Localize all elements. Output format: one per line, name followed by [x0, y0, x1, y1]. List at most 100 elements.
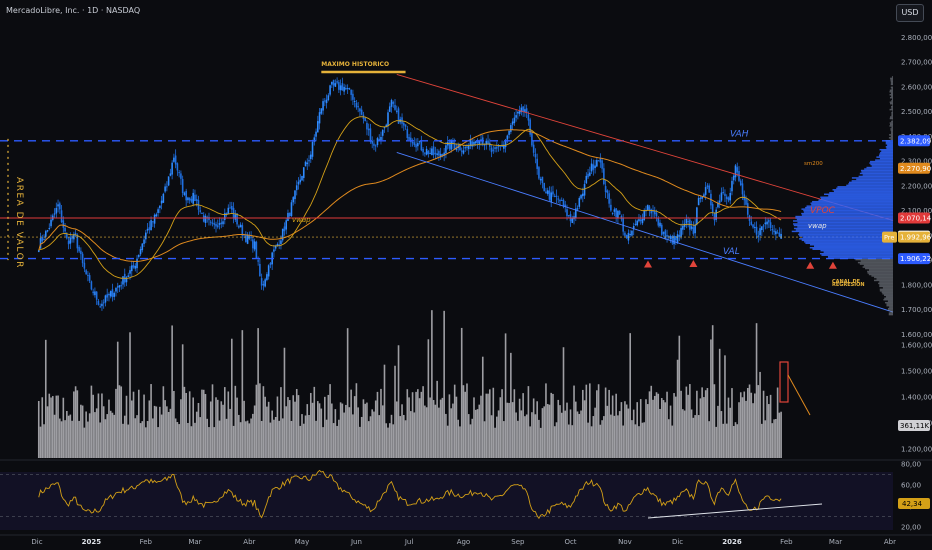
volume-bar [601, 420, 603, 458]
currency-button[interactable]: USD [896, 4, 924, 22]
volume-bar [748, 384, 751, 458]
candle-body [546, 190, 549, 194]
volume-bar [183, 386, 186, 458]
candle-body [420, 141, 423, 151]
candle-body [559, 200, 561, 202]
volume-bar [145, 427, 147, 458]
profile-bar [885, 141, 893, 144]
volume-bar [404, 420, 407, 458]
candle-body [496, 147, 498, 149]
volume-bar [622, 425, 624, 458]
volume-bar [352, 414, 354, 458]
profile-bar [867, 270, 893, 273]
candle-body [152, 221, 154, 223]
candle-body [534, 153, 537, 158]
candle-body [597, 160, 600, 162]
candle-body [87, 275, 89, 277]
candle-body [176, 163, 179, 171]
volume-bar [180, 399, 182, 458]
volume-bar [136, 415, 138, 458]
candle-body [562, 199, 565, 207]
profile-bar [891, 92, 893, 95]
volume-bar [427, 339, 430, 458]
volume-bar [610, 414, 612, 458]
candle-body [608, 193, 610, 204]
profile-bar [891, 99, 893, 102]
volume-bar [57, 395, 59, 458]
volume-bar [689, 384, 691, 458]
profile-bar [891, 95, 893, 97]
candle-body [427, 151, 430, 155]
volume-bar [157, 427, 159, 458]
volume-bar [374, 400, 377, 458]
price-tick-label: 1.700,00 [901, 306, 932, 314]
candle-body [185, 190, 187, 201]
candle-body [634, 223, 637, 225]
candle-body [571, 217, 574, 223]
volume-bar [204, 394, 207, 458]
volume-bar [710, 339, 712, 458]
volume-bar [525, 414, 528, 458]
volume-trend-arrow [787, 374, 811, 416]
candle-body [525, 108, 528, 113]
volume-bar [438, 407, 440, 458]
candle-body [115, 287, 117, 292]
candle-body [155, 214, 158, 217]
volume-bar [259, 383, 261, 458]
volume-bar [687, 394, 689, 458]
profile-bar [884, 301, 893, 304]
volume-bar [234, 385, 237, 458]
candle-body [88, 275, 91, 281]
volume-bar [197, 402, 200, 458]
volume-bar [683, 410, 686, 458]
volume-bar [173, 390, 175, 458]
x-tick-label: Mar [188, 538, 201, 546]
volume-bar [378, 415, 381, 458]
candle-body [759, 228, 761, 236]
volume-bar [299, 425, 302, 458]
candle-body [734, 165, 737, 178]
candle-body [671, 236, 674, 244]
profile-bar [802, 236, 893, 239]
profile-bar [880, 151, 893, 154]
volume-bar [590, 426, 593, 458]
symbol-title[interactable]: MercadoLibre, Inc. · 1D · NASDAQ [6, 6, 141, 15]
volume-bar [483, 421, 486, 458]
candle-body [317, 121, 319, 133]
profile-bar [855, 258, 893, 261]
candle-body [213, 223, 216, 225]
profile-bar [797, 221, 893, 224]
profile-bar [862, 174, 893, 176]
candle-body [178, 172, 180, 174]
volume-bar [732, 425, 735, 458]
candle-body [717, 202, 719, 208]
candle-body [171, 162, 173, 175]
candle-body [297, 181, 300, 185]
candle-body [478, 141, 481, 145]
candle-body [750, 221, 753, 225]
volume-bar [152, 418, 154, 458]
candle-body [448, 142, 451, 149]
premarket-label: Pre [884, 234, 894, 242]
candle-body [116, 286, 119, 288]
profile-bar [818, 199, 893, 201]
volume-bar [376, 391, 379, 458]
volume-bar [543, 406, 545, 458]
volume-bar [341, 403, 344, 458]
candle-body [381, 129, 384, 136]
candle-body [311, 142, 314, 157]
volume-bar [743, 391, 746, 458]
candle-body [492, 149, 495, 151]
volume-bar [776, 387, 779, 458]
profile-bar [885, 143, 893, 145]
volume-bar [592, 416, 595, 458]
volume-bar [704, 390, 707, 458]
volume-bar [127, 424, 130, 458]
volume-bar [294, 401, 296, 458]
rsi-divergence-line [647, 503, 823, 519]
profile-bar [889, 108, 893, 111]
profile-bar [793, 227, 893, 230]
volume-bar [245, 421, 247, 458]
volume-bar [778, 412, 781, 458]
